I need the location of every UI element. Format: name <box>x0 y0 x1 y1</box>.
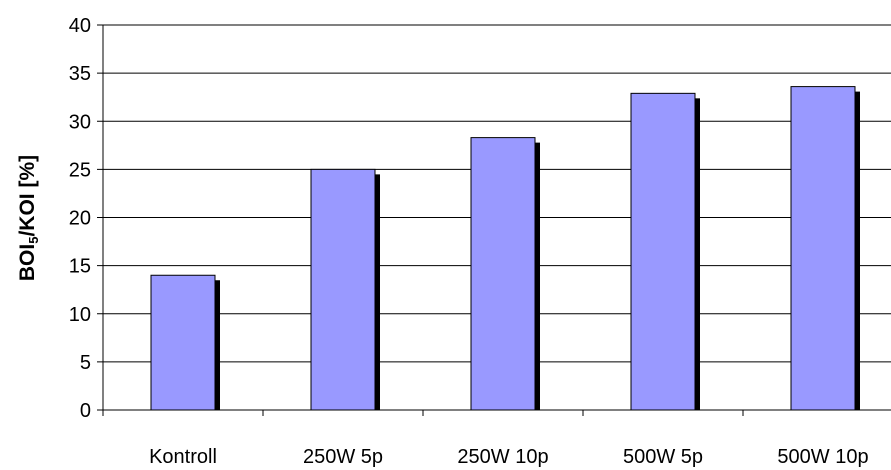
y-axis-label: BOI5/KOI [%] <box>16 155 41 281</box>
bar-0 <box>150 274 216 411</box>
x-tick-label-4: 500W 10p <box>777 446 868 468</box>
x-tick-label-1: 250W 5p <box>303 446 383 468</box>
y-tick-label-35: 35 <box>69 63 91 85</box>
y-tick-label-15: 15 <box>69 256 91 278</box>
y-axis-label-subscript: 5 <box>26 237 41 244</box>
bar-2 <box>470 137 536 411</box>
y-tick-label-5: 5 <box>80 352 91 374</box>
y-tick-label-25: 25 <box>69 159 91 181</box>
y-tick-label-20: 20 <box>69 208 91 230</box>
x-tick-labels: Kontroll 250W 5p 250W 10p 500W 5p 500W 10p <box>149 446 868 468</box>
x-tick-label-0: Kontroll <box>149 446 217 468</box>
y-tick-label-10: 10 <box>69 304 91 326</box>
y-tick-labels: 0 5 10 15 20 25 30 35 40 <box>69 15 91 422</box>
y-axis-label-part1: BOI <box>16 244 39 281</box>
y-axis-label-part2: /KOI [%] <box>16 155 39 237</box>
y-tick-label-40: 40 <box>69 15 91 37</box>
bars <box>150 86 860 411</box>
bar-1 <box>310 168 376 411</box>
bar-4 <box>790 86 856 411</box>
axes <box>97 24 891 416</box>
y-tick-label-30: 30 <box>69 111 91 133</box>
x-tick-label-2: 250W 10p <box>457 446 548 468</box>
bar-3 <box>630 92 696 411</box>
x-tick-label-3: 500W 5p <box>623 446 703 468</box>
y-tick-label-0: 0 <box>80 400 91 422</box>
